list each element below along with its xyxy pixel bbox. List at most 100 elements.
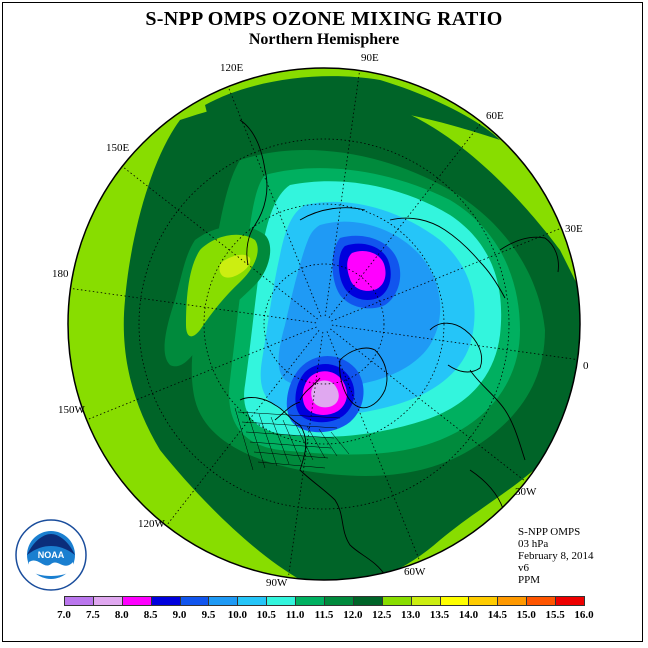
meridian-line [70,287,317,324]
lon-label-150e: 150E [106,142,130,154]
lon-label-30e: 30E [565,223,583,235]
meridian-line [331,227,562,322]
noaa-logo-text: NOAA [38,550,65,560]
colorbar-label: 12.0 [343,609,363,621]
coast-arabia-india [499,236,559,273]
meridian-line [328,122,482,318]
info-version: v6 [518,562,529,574]
lon-label-180: 180 [52,268,69,280]
contour-12-0-north-arc [205,76,500,140]
colorbar-label: 11.5 [314,609,334,621]
meridian-line [86,326,317,421]
state-border [246,410,266,469]
meridian-line [166,330,320,526]
info-units: PPM [518,574,541,586]
colorbar-label: 15.0 [516,609,536,621]
meridian-line [122,166,318,320]
lon-label-120w: 120W [138,518,165,530]
map-subtitle: Northern Hemisphere [248,31,400,48]
lon-label-150w: 150W [58,404,85,416]
state-border [318,428,338,457]
colorbar-segment [381,596,412,606]
state-border [241,421,338,429]
info-instrument: S-NPP OMPS [518,526,581,538]
colorbar-label: 16.0 [574,609,594,621]
colorbar-segment [179,596,210,606]
state-border [253,451,329,459]
meridian-line [326,331,421,562]
meridian-line [330,328,526,482]
latitude-circle [203,203,445,445]
colorbar-label: 8.5 [143,609,158,621]
colorbar-segment [150,596,181,606]
state-border [270,416,290,465]
colorbar-label: 13.5 [429,609,450,621]
meridian-line [227,86,322,317]
contour-13-0-west-pocket [219,254,251,278]
state-border [258,413,278,467]
lon-label-30w: 30W [515,486,537,498]
colorbar-label: 13.0 [401,609,421,621]
meridian-line [331,324,578,361]
contour-7-5-south [311,380,339,408]
colorbar-label: 9.0 [172,609,187,621]
colorbar-label: 9.5 [201,609,216,621]
latitude-circle [138,138,510,510]
colorbar-label: 15.5 [545,609,565,621]
colorbar-segment [208,596,239,606]
lon-label-90e: 90E [361,52,379,64]
colorbar-segment [64,596,94,606]
colorbar-label: 10.5 [256,609,276,621]
coast-europe [429,322,526,461]
meridian-line [324,70,361,317]
state-border [249,441,332,449]
colorbar-segment [121,596,152,606]
state-border [282,419,302,463]
coast-asia-east [239,119,268,266]
colorbar-segment [468,596,499,606]
colorbar-label: 14.0 [458,609,479,621]
lon-label-90w: 90W [266,577,288,589]
colorbar-segment [237,596,268,606]
info-date: February 8, 2014 [518,550,594,562]
colorbar-label: 8.0 [114,609,129,621]
state-border [237,411,341,419]
colorbar-segment [497,596,528,606]
map-title: S-NPP OMPS OZONE MIXING RATIO [145,8,503,30]
coastlines [239,119,559,576]
state-border [257,461,326,469]
lon-label-60e: 60E [486,110,504,122]
meridian-line [287,331,324,578]
colorbar-label: 7.5 [86,609,100,621]
state-border [234,407,254,471]
colorbar-segment [526,596,557,606]
state-border [306,425,326,459]
state-border [245,431,335,439]
colorbar-segment [266,596,297,606]
colorbar-label: 14.5 [487,609,507,621]
lon-label-0: 0 [583,360,589,372]
coast-hudson-bay [274,377,321,421]
colorbar-segment [295,596,325,606]
us-state-borders [234,407,350,471]
state-border [294,422,314,461]
colorbar-segment [352,596,383,606]
colorbar-segment [555,596,585,606]
coast-greenland [339,347,388,409]
map-border [67,67,581,581]
colorbar-segment [92,596,123,606]
graticule [70,70,578,578]
coast-north-america [239,397,386,576]
colorbar-label: 12.5 [372,609,392,621]
ozone-field [68,68,580,580]
noaa-logo: NOAA [15,519,87,591]
lon-label-120e: 120E [220,62,244,74]
info-level: 03 hPa [518,538,549,550]
coast-asia-north [299,207,506,299]
contour-8-0-north [347,251,386,291]
image-frame [2,2,643,642]
colorbar-label: 11.0 [285,609,305,621]
colorbar-segment [324,596,354,606]
colorbar-segment [439,596,470,606]
